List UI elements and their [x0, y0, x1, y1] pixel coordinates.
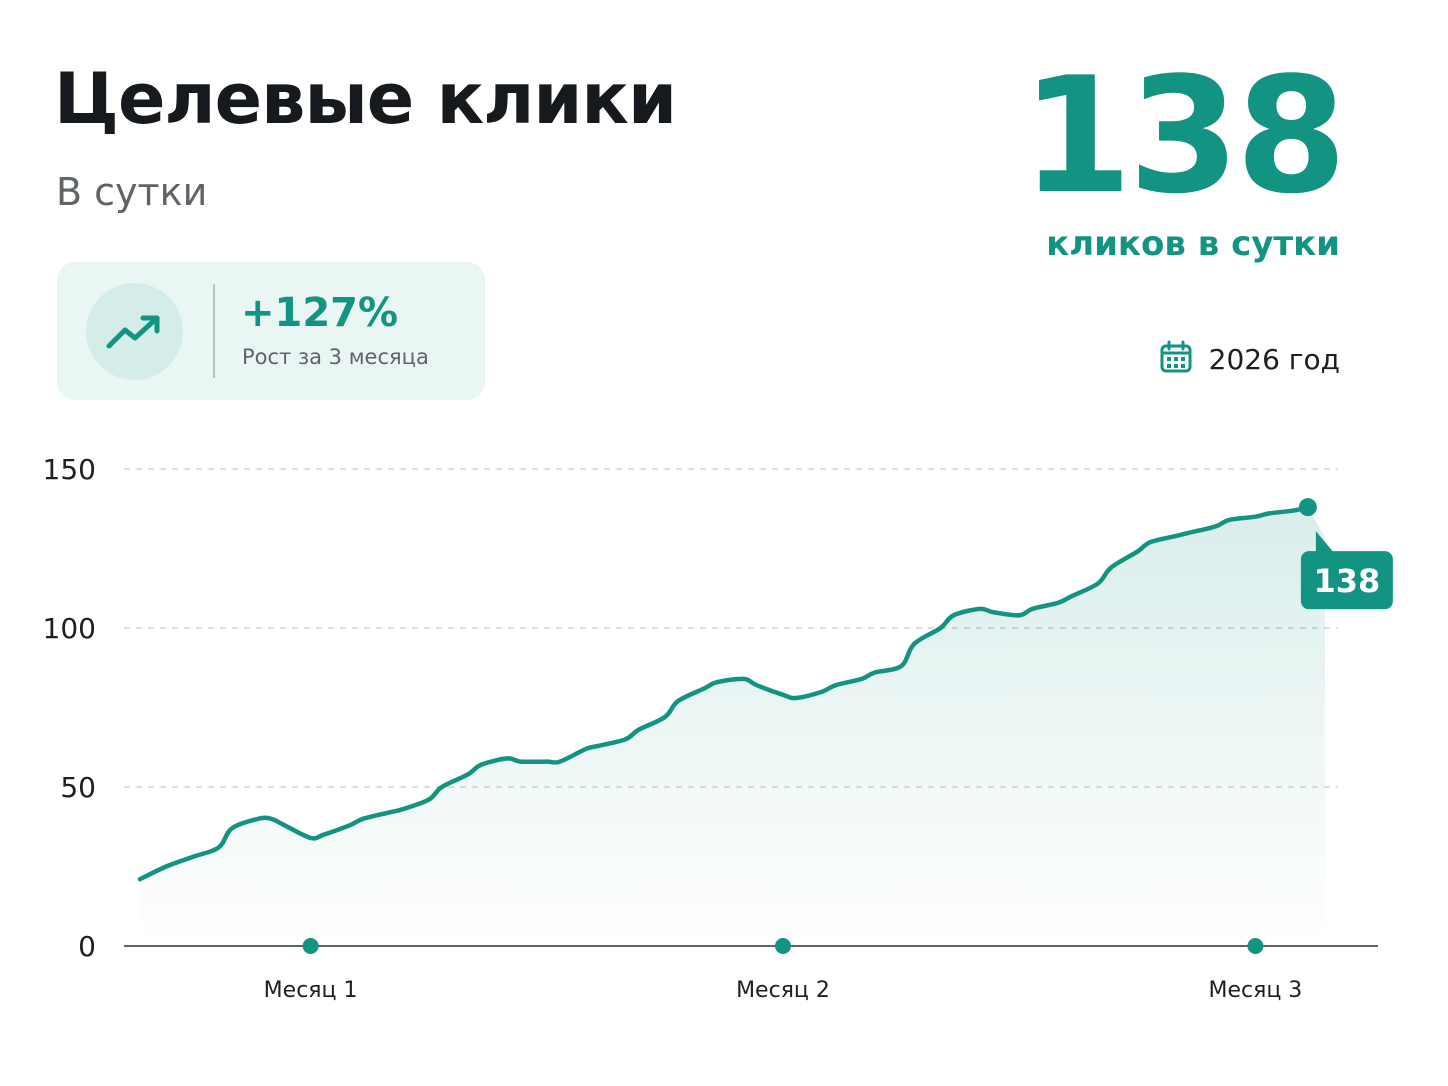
series-line — [137, 504, 1311, 882]
y-tick-label: 150 — [43, 453, 96, 486]
x-tick-marker — [1247, 938, 1264, 954]
series-area — [140, 507, 1325, 946]
y-tick-label: 50 — [60, 771, 96, 804]
trending-up-icon — [86, 283, 183, 380]
end-point-marker — [1298, 498, 1317, 517]
kpi-value: 138 — [1021, 42, 1347, 229]
callout-pointer — [1315, 531, 1336, 556]
x-tick-marker — [774, 938, 791, 954]
end-value-label: 138 — [1313, 562, 1380, 600]
x-tick-marker — [302, 938, 319, 954]
growth-label: Рост за 3 месяца — [242, 345, 429, 369]
y-tick-label: 0 — [78, 930, 96, 963]
chart-subtitle: В сутки — [56, 170, 208, 214]
end-value-callout — [1300, 551, 1393, 610]
period-selector: 2026 год — [1159, 340, 1340, 378]
growth-card: +127% Рост за 3 месяца — [57, 262, 485, 400]
y-tick-label: 100 — [43, 612, 96, 645]
period-label: 2026 год — [1208, 342, 1340, 376]
growth-divider — [213, 284, 215, 378]
x-tick-label: Месяц 2 — [736, 978, 830, 1003]
chart-title: Целевые клики — [54, 58, 677, 140]
x-tick-label: Месяц 3 — [1208, 978, 1302, 1003]
x-tick-label: Месяц 1 — [264, 978, 358, 1003]
kpi-caption: кликов в сутки — [1046, 224, 1340, 264]
calendar-icon — [1159, 340, 1193, 378]
growth-value: +127% — [241, 290, 399, 336]
